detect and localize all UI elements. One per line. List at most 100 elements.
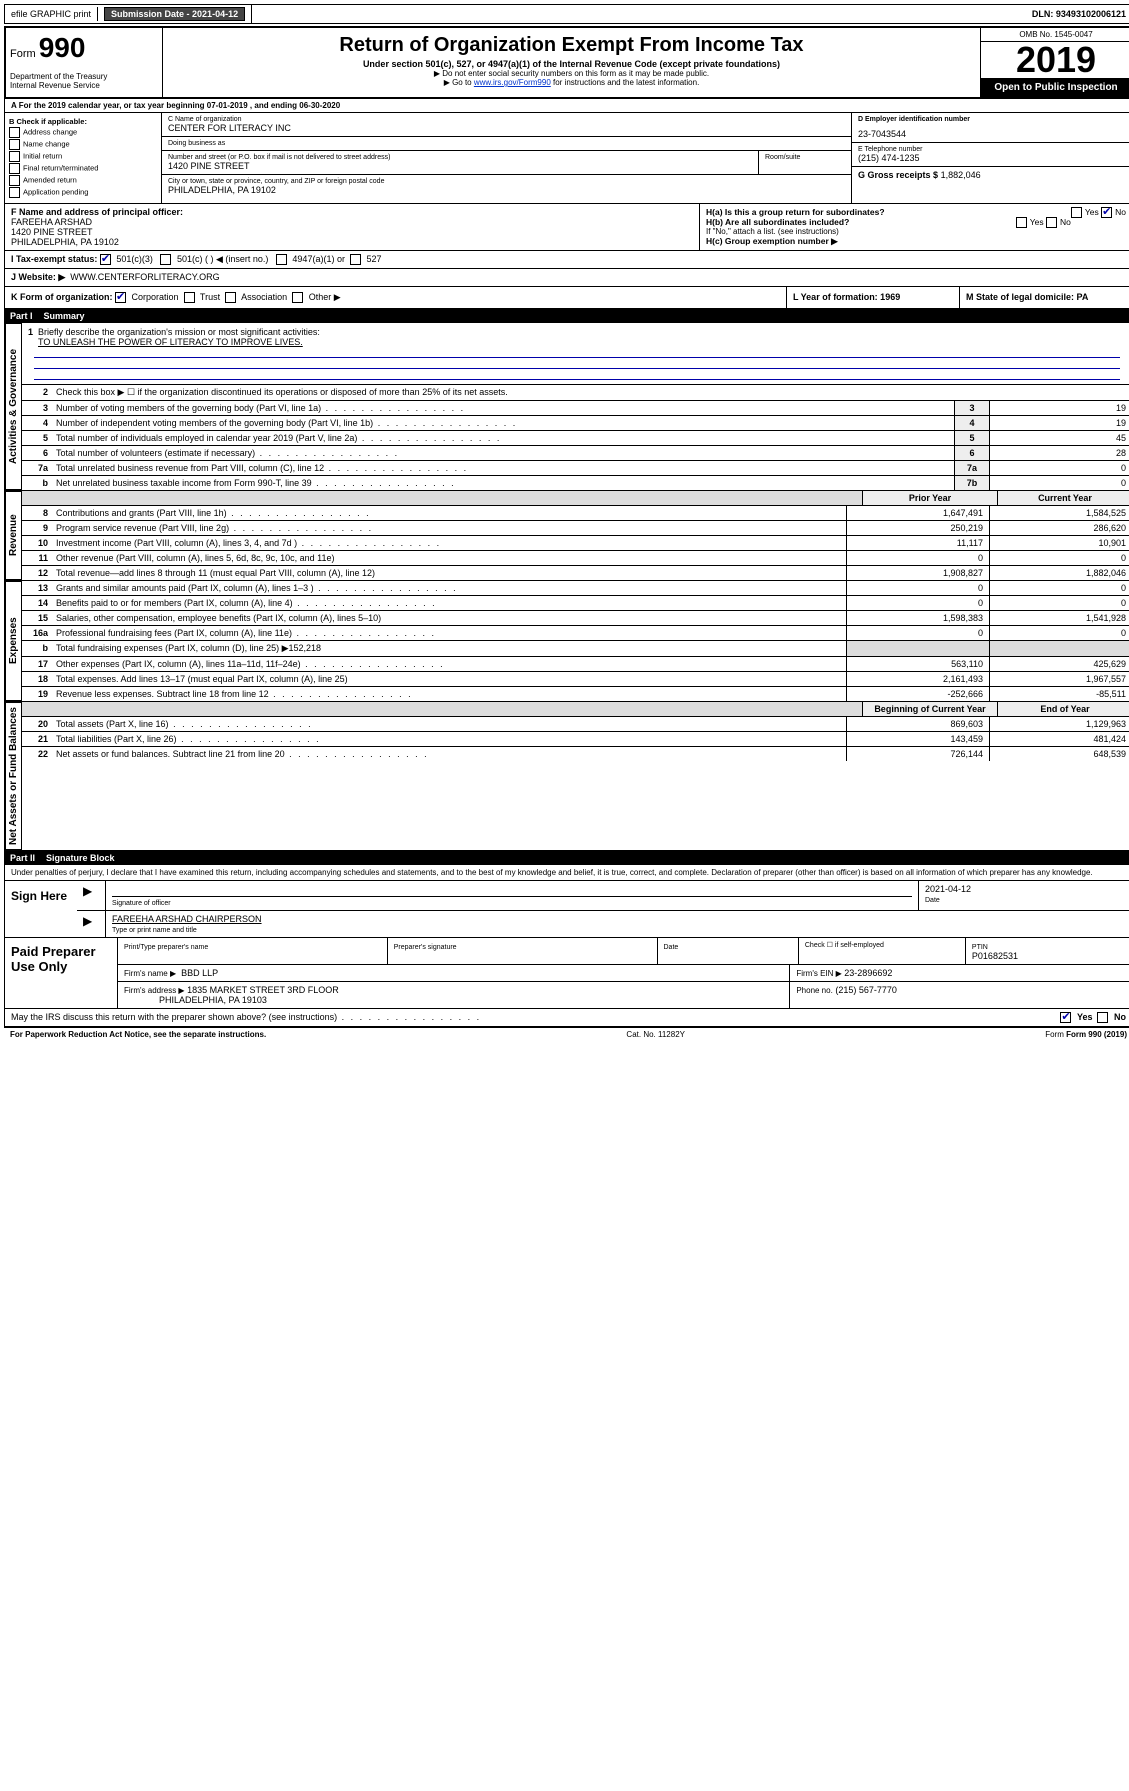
tax-year: 2019 xyxy=(981,42,1129,78)
chk-association[interactable] xyxy=(225,292,236,303)
city-field: City or town, state or province, country… xyxy=(162,175,851,198)
line20: Total assets (Part X, line 16) xyxy=(52,717,846,731)
paid-preparer-label: Paid Preparer Use Only xyxy=(5,938,118,1008)
chk-amended[interactable]: Amended return xyxy=(9,175,157,186)
sig-officer-label: Signature of officer xyxy=(112,900,171,907)
form-org-label: K Form of organization: xyxy=(11,292,113,302)
line10: Investment income (Part VIII, column (A)… xyxy=(52,536,846,550)
chk-discuss-yes[interactable] xyxy=(1060,1012,1071,1023)
chk-501c3[interactable] xyxy=(100,254,111,265)
phone-field: E Telephone number (215) 474-1235 xyxy=(852,143,1129,167)
prep-name-label: Print/Type preparer's name xyxy=(124,944,208,951)
note-ssn: ▶ Do not enter social security numbers o… xyxy=(167,69,976,78)
chk-final-return[interactable]: Final return/terminated xyxy=(9,163,157,174)
line4: Number of independent voting members of … xyxy=(52,416,954,430)
tab-expenses: Expenses xyxy=(5,581,22,701)
line22: Net assets or fund balances. Subtract li… xyxy=(52,747,846,761)
ptin-value: P01682531 xyxy=(972,951,1018,961)
perjury-text: Under penalties of perjury, I declare th… xyxy=(5,865,1129,880)
efile-label: efile GRAPHIC print xyxy=(5,7,98,21)
row-i: I Tax-exempt status: 501(c)(3) 501(c) ( … xyxy=(4,251,1129,269)
section-bc: B Check if applicable: Address change Na… xyxy=(4,113,1129,204)
submission-date-button[interactable]: Submission Date - 2021-04-12 xyxy=(104,7,245,21)
dept-treasury: Department of the Treasury Internal Reve… xyxy=(10,72,158,90)
summary-netassets: Net Assets or Fund Balances Beginning of… xyxy=(4,702,1129,851)
part2-header: Part II Signature Block xyxy=(4,851,1129,865)
dba-field: Doing business as xyxy=(162,137,851,151)
summary-expenses: Expenses 13Grants and similar amounts pa… xyxy=(4,581,1129,702)
col-begin: Beginning of Current Year xyxy=(862,702,997,716)
line16b: Total fundraising expenses (Part IX, col… xyxy=(52,641,846,656)
page-footer: For Paperwork Reduction Act Notice, see … xyxy=(4,1027,1129,1041)
mission-label: Briefly describe the organization's miss… xyxy=(38,327,320,337)
state-domicile: M State of legal domicile: PA xyxy=(960,287,1129,308)
line17: Other expenses (Part IX, column (A), lin… xyxy=(52,657,846,671)
sig-date: 2021-04-12 xyxy=(925,884,971,894)
pra-notice: For Paperwork Reduction Act Notice, see … xyxy=(10,1030,266,1039)
printed-name: FAREEHA ARSHAD CHAIRPERSON xyxy=(112,914,262,924)
b-title: B Check if applicable: xyxy=(9,117,87,126)
top-bar: efile GRAPHIC print Submission Date - 20… xyxy=(4,4,1129,24)
chk-app-pending[interactable]: Application pending xyxy=(9,187,157,198)
group-return: H(a) Is this a group return for subordin… xyxy=(700,204,1129,250)
chk-initial-return[interactable]: Initial return xyxy=(9,151,157,162)
line19: Revenue less expenses. Subtract line 18 … xyxy=(52,687,846,701)
line8: Contributions and grants (Part VIII, lin… xyxy=(52,506,846,520)
part1-header: Part I Summary xyxy=(4,309,1129,323)
chk-other[interactable] xyxy=(292,292,303,303)
summary-governance: Activities & Governance 1 Briefly descri… xyxy=(4,323,1129,491)
row-k: K Form of organization: Corporation Trus… xyxy=(4,287,1129,309)
sign-here-label: Sign Here xyxy=(5,881,77,937)
col-b-checkboxes: B Check if applicable: Address change Na… xyxy=(5,113,162,203)
self-employed: Check ☐ if self-employed xyxy=(799,938,966,964)
chk-4947[interactable] xyxy=(276,254,287,265)
col-end: End of Year xyxy=(997,702,1129,716)
gross-receipts-field: G Gross receipts $ 1,882,046 xyxy=(852,167,1129,183)
line11: Other revenue (Part VIII, column (A), li… xyxy=(52,551,846,565)
tab-revenue: Revenue xyxy=(5,491,22,580)
chk-trust[interactable] xyxy=(184,292,195,303)
principal-officer: F Name and address of principal officer:… xyxy=(5,204,700,250)
firm-name: BBD LLP xyxy=(181,968,218,978)
form-number: Form 990 xyxy=(10,32,158,64)
addr-field: Number and street (or P.O. box if mail i… xyxy=(162,151,851,175)
line7a: Total unrelated business revenue from Pa… xyxy=(52,461,954,475)
line21: Total liabilities (Part X, line 26) xyxy=(52,732,846,746)
firm-ein: 23-2896692 xyxy=(844,968,892,978)
tax-exempt-label: I Tax-exempt status: xyxy=(11,254,97,264)
form-title: Return of Organization Exempt From Incom… xyxy=(167,34,976,57)
signature-block: Under penalties of perjury, I declare th… xyxy=(4,865,1129,1027)
org-name-field: C Name of organization CENTER FOR LITERA… xyxy=(162,113,851,137)
line12: Total revenue—add lines 8 through 11 (mu… xyxy=(52,566,846,580)
chk-501c[interactable] xyxy=(160,254,171,265)
discuss-row: May the IRS discuss this return with the… xyxy=(5,1008,1129,1026)
row-j: J Website: ▶ WWW.CENTERFORLITERACY.ORG xyxy=(4,269,1129,287)
form-subtitle: Under section 501(c), 527, or 4947(a)(1)… xyxy=(167,59,976,69)
website-url: WWW.CENTERFORLITERACY.ORG xyxy=(70,272,219,282)
note-link: ▶ Go to www.irs.gov/Form990 for instruct… xyxy=(167,78,976,87)
line6: Total number of volunteers (estimate if … xyxy=(52,446,954,460)
chk-name-change[interactable]: Name change xyxy=(9,139,157,150)
line15: Salaries, other compensation, employee b… xyxy=(52,611,846,625)
ein-field: D Employer identification number 23-7043… xyxy=(852,113,1129,143)
line13: Grants and similar amounts paid (Part IX… xyxy=(52,581,846,595)
chk-corporation[interactable] xyxy=(115,292,126,303)
line2: Check this box ▶ ☐ if the organization d… xyxy=(52,385,1129,400)
form-header: Form 990 Department of the Treasury Inte… xyxy=(4,26,1129,99)
cat-no: Cat. No. 11282Y xyxy=(626,1030,685,1039)
tab-netassets: Net Assets or Fund Balances xyxy=(5,702,22,850)
row-fh: F Name and address of principal officer:… xyxy=(4,204,1129,251)
line7b: Net unrelated business taxable income fr… xyxy=(52,476,954,490)
chk-address-change[interactable]: Address change xyxy=(9,127,157,138)
year-formation: L Year of formation: 1969 xyxy=(787,287,960,308)
dln: DLN: 93493102006121 xyxy=(1026,7,1129,21)
col-prior: Prior Year xyxy=(862,491,997,505)
irs-link[interactable]: www.irs.gov/Form990 xyxy=(474,78,551,87)
mission-text: TO UNLEASH THE POWER OF LITERACY TO IMPR… xyxy=(38,337,303,347)
open-to-public: Open to Public Inspection xyxy=(981,78,1129,97)
chk-discuss-no[interactable] xyxy=(1097,1012,1108,1023)
line16a: Professional fundraising fees (Part IX, … xyxy=(52,626,846,640)
chk-527[interactable] xyxy=(350,254,361,265)
line5: Total number of individuals employed in … xyxy=(52,431,954,445)
line9: Program service revenue (Part VIII, line… xyxy=(52,521,846,535)
